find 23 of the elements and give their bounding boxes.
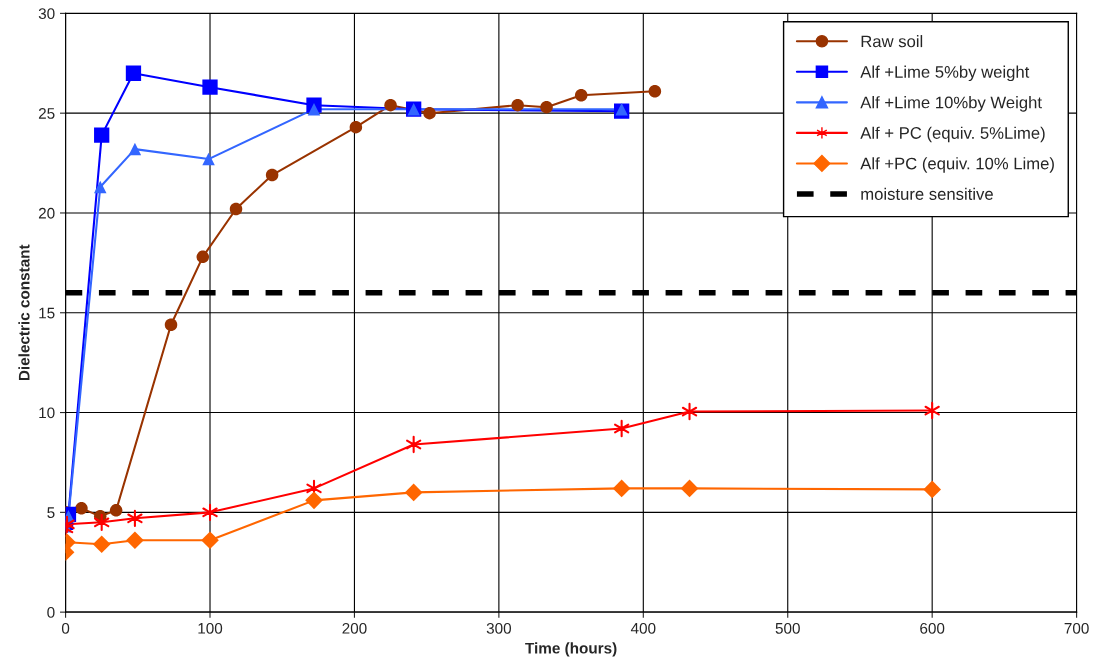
y-tick-label: 15 — [39, 307, 55, 319]
x-tick-label: 500 — [775, 622, 800, 634]
y-tick-label: 20 — [38, 207, 55, 219]
legend-label: Alf +PC (equiv. 10% Lime) — [860, 157, 1054, 173]
legend-label: moisture sensitive — [861, 187, 993, 200]
x-tick-label: 300 — [486, 622, 512, 634]
legend-label: Raw soil — [861, 35, 923, 48]
legend-label: Alf +Lime 5%by weight — [860, 65, 1030, 82]
y-tick-label: 0 — [47, 607, 55, 618]
legend-label: Alf +Lime 10%by Weight — [860, 96, 1042, 112]
y-tick-label: 10 — [39, 407, 55, 419]
y-tick-label: 5 — [47, 507, 55, 519]
legend-label: Alf + PC (equiv. 5%Lime) — [860, 126, 1045, 143]
x-tick-label: 100 — [198, 622, 223, 634]
x-axis-title: Time (hours) — [525, 642, 617, 657]
y-tick-label: 30 — [38, 8, 55, 20]
x-tick-label: 200 — [342, 622, 367, 634]
y-tick-label: 25 — [38, 108, 55, 119]
y-axis-title: Dielectric constant — [18, 244, 30, 381]
x-tick-label: 700 — [1064, 622, 1089, 634]
x-tick-label: 400 — [630, 622, 656, 634]
x-tick-label: 600 — [920, 622, 945, 634]
x-tick-label: 0 — [61, 622, 70, 634]
